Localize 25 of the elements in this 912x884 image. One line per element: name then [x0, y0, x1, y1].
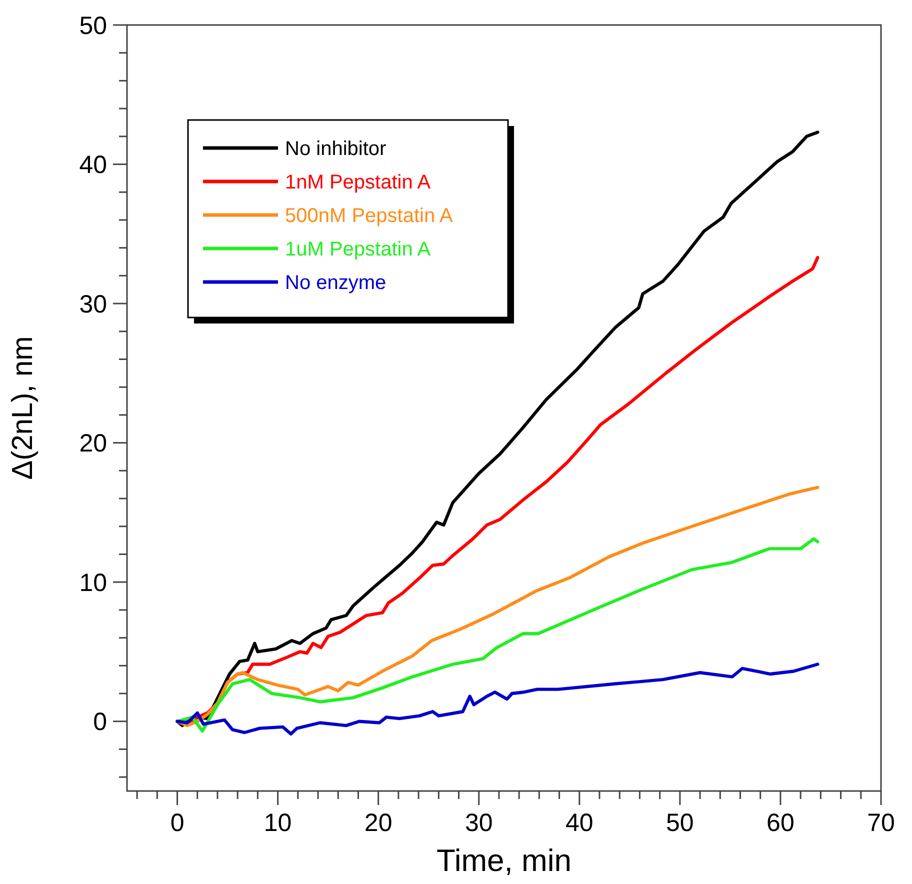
y-tick-label: 30 — [79, 290, 107, 318]
x-tick-label: 70 — [867, 809, 895, 837]
legend-label: No inhibitor — [285, 138, 386, 160]
legend-label: No enzyme — [285, 272, 386, 294]
y-tick-label: 40 — [79, 151, 107, 180]
x-axis-title: Time, min — [436, 843, 572, 878]
line-series — [176, 486, 820, 728]
x-tick-label: 20 — [364, 809, 392, 837]
line-series — [176, 130, 820, 728]
y-tick-label: 10 — [79, 568, 107, 597]
x-tick-label: 30 — [464, 809, 493, 837]
y-tick-label: 0 — [93, 708, 107, 736]
x-tick-label: 50 — [666, 809, 694, 837]
y-tick-label: 20 — [79, 430, 107, 458]
x-tick-label: 10 — [264, 809, 292, 837]
x-tick-label: 0 — [170, 809, 184, 837]
x-tick-label: 60 — [766, 809, 794, 837]
x-tick-label: 40 — [565, 809, 594, 837]
line-series — [176, 662, 820, 736]
legend-label: 1uM Pepstatin A — [285, 238, 432, 260]
y-axis-title: Δ(2nL), nm — [7, 336, 39, 480]
line-series — [176, 537, 820, 733]
legend-label: 1nM Pepstatin A — [285, 172, 432, 194]
y-tick-label: 50 — [79, 12, 107, 40]
legend-label: 500nM Pepstatin A — [285, 205, 454, 227]
